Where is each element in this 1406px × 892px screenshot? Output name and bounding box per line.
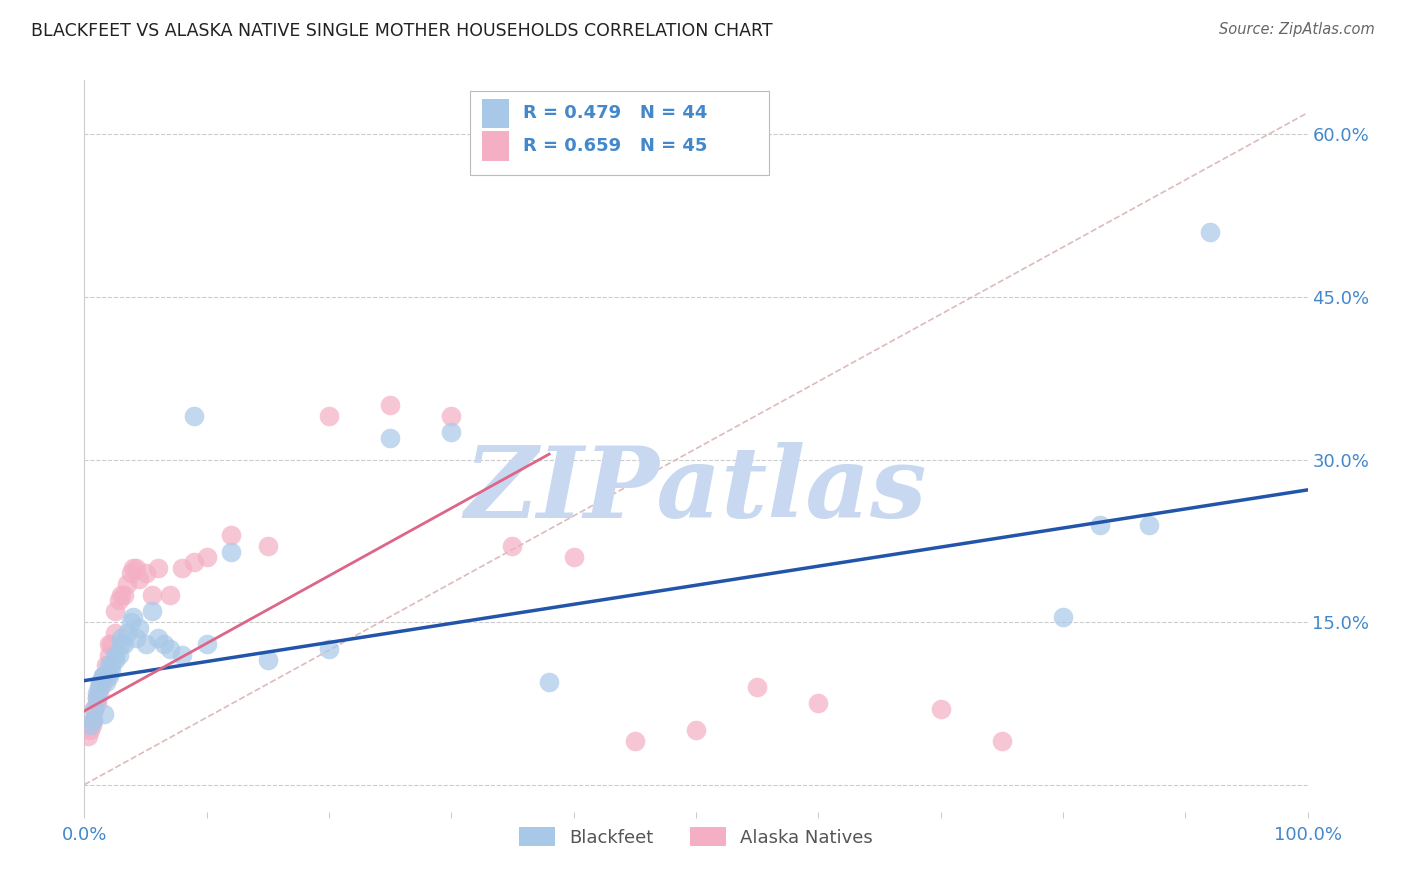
Point <box>77 729 100 743</box>
FancyBboxPatch shape <box>482 131 509 161</box>
Point <box>104 626 127 640</box>
Point <box>195 550 218 565</box>
Text: R = 0.479   N = 44: R = 0.479 N = 44 <box>523 104 707 122</box>
Point <box>380 398 402 412</box>
Point <box>96 674 118 689</box>
Point <box>120 615 142 629</box>
Text: ZIPatlas: ZIPatlas <box>465 442 927 538</box>
Point <box>110 588 132 602</box>
Point <box>685 723 707 738</box>
Point <box>83 702 105 716</box>
Point <box>97 637 120 651</box>
Point <box>120 566 142 581</box>
Point <box>104 604 127 618</box>
Point <box>141 604 163 618</box>
Point <box>122 609 145 624</box>
Point <box>86 690 108 705</box>
Point <box>86 690 108 705</box>
Point <box>97 669 120 683</box>
Point <box>80 718 103 732</box>
Legend: Blackfeet, Alaska Natives: Blackfeet, Alaska Natives <box>512 820 880 854</box>
Point <box>97 658 120 673</box>
Point <box>380 431 402 445</box>
Point <box>146 632 169 646</box>
Point <box>110 632 132 646</box>
Point <box>1052 609 1074 624</box>
Point <box>87 680 110 694</box>
Point <box>502 539 524 553</box>
Point <box>91 669 114 683</box>
Point <box>110 637 132 651</box>
Point <box>104 653 127 667</box>
Point <box>79 723 101 738</box>
Point <box>107 648 129 662</box>
Point <box>112 588 135 602</box>
Point <box>440 409 463 424</box>
Point <box>82 713 104 727</box>
Point <box>91 669 114 683</box>
Point <box>172 561 194 575</box>
Point <box>318 642 340 657</box>
Point <box>1137 517 1160 532</box>
Point <box>1088 517 1111 532</box>
Point <box>93 707 115 722</box>
Point <box>183 556 205 570</box>
Point <box>128 572 150 586</box>
Point <box>79 718 101 732</box>
Point <box>440 425 463 440</box>
Point <box>929 702 952 716</box>
Point <box>83 702 105 716</box>
Point <box>125 632 148 646</box>
Point <box>87 685 110 699</box>
Point <box>97 648 120 662</box>
Point <box>100 664 122 678</box>
Point <box>183 409 205 424</box>
Point <box>624 734 647 748</box>
Point <box>86 697 108 711</box>
Point <box>562 550 585 565</box>
Point <box>257 539 280 553</box>
Point <box>96 658 118 673</box>
Point <box>135 637 157 651</box>
Point <box>128 620 150 634</box>
Point <box>125 561 148 575</box>
Point <box>538 674 561 689</box>
Point <box>159 588 181 602</box>
Point <box>219 544 242 558</box>
Point <box>115 626 138 640</box>
Point <box>86 685 108 699</box>
FancyBboxPatch shape <box>470 91 769 176</box>
Point <box>1198 225 1220 239</box>
Point <box>219 528 242 542</box>
Point <box>100 637 122 651</box>
Point <box>115 577 138 591</box>
Point <box>89 674 111 689</box>
Point <box>122 561 145 575</box>
Point <box>104 648 127 662</box>
Point <box>146 561 169 575</box>
Point <box>82 713 104 727</box>
Point <box>153 637 176 651</box>
Point <box>93 669 115 683</box>
Point <box>91 674 114 689</box>
Text: BLACKFEET VS ALASKA NATIVE SINGLE MOTHER HOUSEHOLDS CORRELATION CHART: BLACKFEET VS ALASKA NATIVE SINGLE MOTHER… <box>31 22 772 40</box>
FancyBboxPatch shape <box>482 99 509 128</box>
Point <box>747 680 769 694</box>
Point <box>135 566 157 581</box>
Point <box>141 588 163 602</box>
Point <box>257 653 280 667</box>
Point <box>159 642 181 657</box>
Point <box>195 637 218 651</box>
Point <box>991 734 1014 748</box>
Point <box>807 697 830 711</box>
Point <box>318 409 340 424</box>
Point <box>172 648 194 662</box>
Text: R = 0.659   N = 45: R = 0.659 N = 45 <box>523 137 707 155</box>
Point <box>89 680 111 694</box>
Text: Source: ZipAtlas.com: Source: ZipAtlas.com <box>1219 22 1375 37</box>
Point <box>112 637 135 651</box>
Point <box>100 658 122 673</box>
Point <box>107 593 129 607</box>
